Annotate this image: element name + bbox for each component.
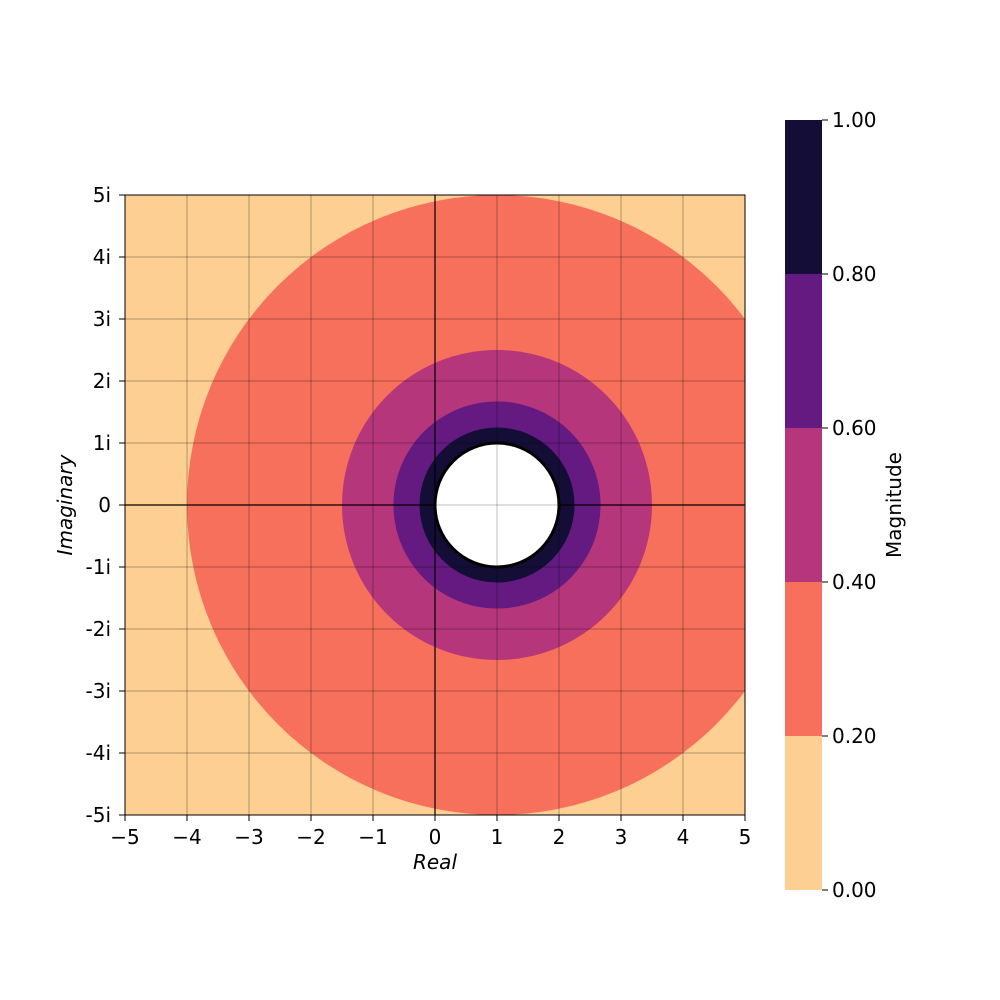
- y-tick-label: 1i: [93, 431, 111, 455]
- colorbar-tick-label: 0.60: [832, 416, 877, 440]
- x-tick-label: −3: [234, 825, 263, 849]
- colorbar-tick-label: 0.20: [832, 724, 877, 748]
- colorbar-label: Magnitude: [882, 452, 906, 558]
- y-tick-label: -2i: [86, 617, 112, 641]
- y-tick-label: 4i: [93, 245, 111, 269]
- colorbar-band-0.20: [785, 582, 822, 736]
- y-axis: 5i 4i 3i 2i 1i 0 -1i -2i -3i -4i -5i: [86, 183, 125, 827]
- x-tick-label: 4: [677, 825, 690, 849]
- x-tick-label: 2: [553, 825, 566, 849]
- x-tick-label: −1: [358, 825, 387, 849]
- x-tick-label: 1: [491, 825, 504, 849]
- x-axis-label: Real: [413, 850, 457, 874]
- excluded-disk-outline: [433, 441, 561, 569]
- colorbar-band-0.80: [785, 120, 822, 274]
- colorbar-band-0.00: [785, 736, 822, 890]
- colorbar-tick-label: 1.00: [832, 108, 877, 132]
- y-tick-label: 5i: [93, 183, 111, 207]
- x-tick-label: 3: [615, 825, 628, 849]
- colorbar-band-0.60: [785, 274, 822, 428]
- y-tick-label: 2i: [93, 369, 111, 393]
- x-tick-label: 0: [429, 825, 442, 849]
- x-tick-label: −5: [110, 825, 139, 849]
- colorbar-tick-label: 0.00: [832, 878, 877, 902]
- y-tick-label: -4i: [86, 741, 112, 765]
- x-tick-label: 5: [739, 825, 752, 849]
- y-axis-label: Imaginary: [53, 453, 77, 555]
- colorbar-tick-label: 0.80: [832, 262, 877, 286]
- y-tick-label: -5i: [86, 803, 112, 827]
- plot-area: [125, 195, 745, 815]
- y-tick-label: -3i: [86, 679, 112, 703]
- grid-lines: [125, 195, 745, 815]
- y-tick-label: 3i: [93, 307, 111, 331]
- x-axis: −5 −4 −3 −2 −1 0 1 2 3 4 5: [110, 815, 751, 849]
- colorbar-band-0.40: [785, 428, 822, 582]
- y-tick-label: 0: [98, 493, 111, 517]
- colorbar-tick-label: 0.40: [832, 570, 877, 594]
- x-tick-label: −2: [296, 825, 325, 849]
- x-tick-label: −4: [172, 825, 201, 849]
- colorbar: 0.00 0.20 0.40 0.60 0.80 1.00: [785, 108, 877, 902]
- y-tick-label: -1i: [86, 555, 112, 579]
